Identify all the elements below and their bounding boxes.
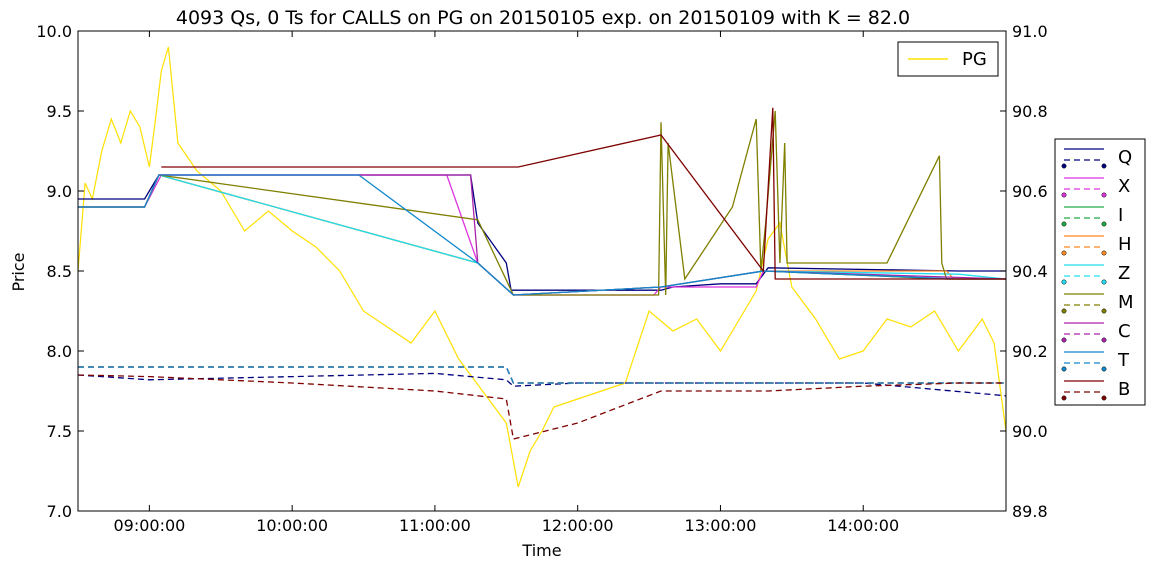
series-line-m-bid (78, 110, 1006, 296)
x-tick-label: 14:00:00 (827, 516, 899, 535)
svg-text:Z: Z (1118, 263, 1130, 284)
y2-tick-label: 91.0 (1012, 22, 1048, 41)
x-axis-label: Time (521, 541, 561, 560)
y-tick-label: 8.0 (47, 342, 72, 361)
series-line-c-bid (78, 174, 1006, 296)
legend-entry-i: I (1061, 205, 1123, 227)
series-line-t-ask (78, 366, 1006, 384)
y-axis-label: Price (9, 252, 28, 291)
svg-text:H: H (1118, 234, 1132, 255)
x-tick-label: 10:00:00 (256, 516, 328, 535)
svg-text:M: M (1118, 292, 1134, 313)
y2-tick-label: 89.8 (1012, 502, 1048, 521)
y2-tick-label: 90.0 (1012, 422, 1048, 441)
series-line-i-ask (78, 366, 1006, 384)
series-line-x-bid (78, 174, 1006, 296)
legend-entry-c: C (1061, 321, 1131, 343)
svg-text:Q: Q (1118, 147, 1132, 168)
chart-title: 4093 Qs, 0 Ts for CALLS on PG on 2015010… (176, 7, 910, 29)
series-line-t-bid (78, 174, 1006, 296)
x-tick-label: 13:00:00 (685, 516, 757, 535)
underlying-legend: PG (897, 41, 999, 77)
x-tick-label: 11:00:00 (399, 516, 471, 535)
y-tick-label: 10.0 (36, 22, 72, 41)
y2-tick-label: 90.2 (1012, 342, 1048, 361)
series-line-b-bid (161, 107, 1006, 280)
svg-text:T: T (1117, 350, 1130, 371)
y-tick-label: 7.0 (47, 502, 72, 521)
series-line-i-bid (78, 174, 1006, 296)
axes: 09:00:00 10:00:00 11:00:00 12:00:00 13:00:00… (36, 22, 1047, 535)
svg-text:C: C (1118, 321, 1131, 342)
y-tick-label: 9.5 (47, 102, 72, 121)
legend-entry-h: H (1061, 234, 1132, 256)
series-line-q-ask (78, 372, 1006, 397)
legend-label-pg: PG (962, 49, 987, 70)
y-tick-label: 9.0 (47, 182, 72, 201)
legend-entry-t: T (1061, 350, 1130, 372)
series-line-m-ask (78, 366, 1006, 384)
series-line-h-bid (78, 174, 1006, 296)
y2-tick-label: 90.8 (1012, 102, 1048, 121)
legend-entry-q: Q (1061, 147, 1132, 169)
x-tick-label: 12:00:00 (542, 516, 614, 535)
legend-entry-m: M (1061, 292, 1134, 314)
series-line-x-ask (78, 366, 1006, 384)
series-line-b-ask (78, 374, 1006, 440)
y2-tick-label: 90.6 (1012, 182, 1048, 201)
series-line-z-ask (78, 366, 1006, 384)
y2-tick-label: 90.4 (1012, 262, 1048, 281)
y-tick-label: 8.5 (47, 262, 72, 281)
y-tick-label: 7.5 (47, 422, 72, 441)
svg-text:B: B (1118, 379, 1130, 400)
legend-frame (1054, 138, 1146, 406)
legend-entry-z: Z (1061, 263, 1130, 285)
svg-text:X: X (1118, 176, 1130, 197)
series-line-h-ask (78, 366, 1006, 384)
svg-text:I: I (1118, 205, 1123, 226)
series-line-c-ask (78, 366, 1006, 384)
legend-entry-b: B (1061, 379, 1130, 401)
x-tick-label: 09:00:00 (113, 516, 185, 535)
series-line-pg (78, 46, 1006, 488)
series-line-z-bid (78, 174, 1006, 296)
legend-entry-x: X (1061, 176, 1130, 198)
